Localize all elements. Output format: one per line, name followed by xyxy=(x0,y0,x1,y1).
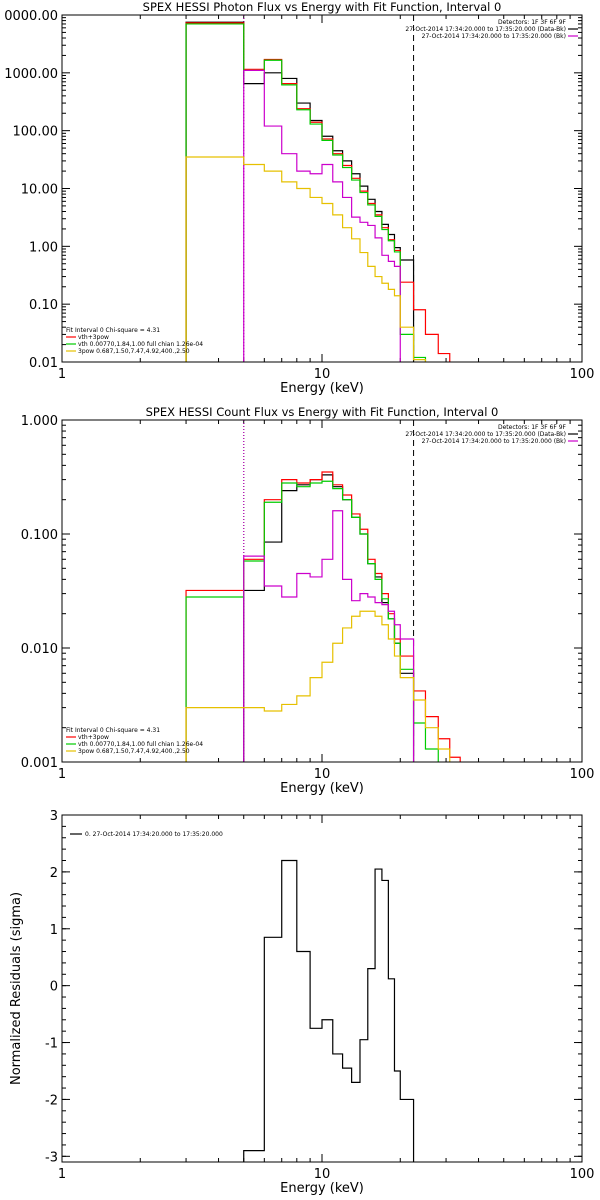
series-2-line xyxy=(185,471,461,762)
series-5-line xyxy=(185,156,427,362)
x-tick-label: 100 xyxy=(570,367,595,382)
x-tick-label: 10 xyxy=(314,367,331,382)
x-axis-label: Energy (keV) xyxy=(280,781,364,796)
series-1-line xyxy=(243,859,415,1162)
y-tick-label: 0.010 xyxy=(21,642,58,657)
plot-area xyxy=(243,859,415,1162)
x-tick-label: 1 xyxy=(58,367,66,382)
info-text: 27-Oct-2014 17:34:20.000 to 17:35:20.000… xyxy=(405,431,566,438)
y-tick-label: 10.00 xyxy=(21,183,58,198)
plot-area xyxy=(185,15,451,362)
x-axis-label: Energy (keV) xyxy=(280,381,364,396)
y-tick-label: 1.000 xyxy=(21,414,58,429)
plot-frame xyxy=(61,419,583,763)
series-4-line xyxy=(243,69,401,362)
fit-legend-text: vth+3pow xyxy=(78,734,109,741)
fit-legend-text: vth+3pow xyxy=(78,334,109,341)
fit-info-text: Fit Interval 0 Chi-square = 4.31 xyxy=(66,327,160,334)
fit-info-text: Fit Interval 0 Chi-square = 4.31 xyxy=(66,727,160,734)
legend-text: 0. 27-Oct-2014 17:34:20.000 to 17:35:20.… xyxy=(85,831,223,838)
info-text: 27-Oct-2014 17:34:20.000 to 17:35:20.000… xyxy=(422,33,566,40)
series-5-line xyxy=(185,610,451,762)
y-axis-label: Normalized Residuals (sigma) xyxy=(9,892,24,1085)
y-tick-label: 0.01 xyxy=(29,356,58,371)
y-tick-label: 1 xyxy=(50,923,58,938)
y-tick-label: 0000.00 xyxy=(4,9,58,24)
chart-panel-1: SPEX HESSI Photon Flux vs Energy with Fi… xyxy=(4,0,594,396)
x-tick-label: 10 xyxy=(314,767,331,782)
y-tick-label: 3 xyxy=(50,809,58,824)
chart-panel-2: SPEX HESSI Count Flux vs Energy with Fit… xyxy=(21,405,595,796)
chart-title: SPEX HESSI Count Flux vs Energy with Fit… xyxy=(146,405,499,419)
y-tick-label: 1000.00 xyxy=(4,67,58,82)
y-tick-label: 0.001 xyxy=(21,756,58,771)
info-text: Detectors: 1F 3F 6F 9F xyxy=(498,424,567,431)
chart-title: SPEX HESSI Photon Flux vs Energy with Fi… xyxy=(143,0,502,14)
plot-area xyxy=(185,420,461,762)
series-3-line xyxy=(185,23,427,362)
info-text: 27-Oct-2014 17:34:20.000 to 17:35:20.000… xyxy=(405,26,566,33)
plot-frame xyxy=(61,14,583,363)
x-tick-label: 1 xyxy=(58,767,66,782)
series-2-line xyxy=(185,22,451,362)
plot-frame xyxy=(61,814,583,1163)
fit-legend-text: vth 0.00770,1.84,1.00 full chian 1.26e-0… xyxy=(78,741,203,748)
fit-legend-text: 3pow 0.687,1.50,7.47,4.92,400.,2.50 xyxy=(78,348,190,355)
series-1-line xyxy=(185,21,415,362)
x-tick-label: 100 xyxy=(570,1167,595,1182)
y-tick-label: 100.00 xyxy=(13,125,59,140)
series-3-line xyxy=(185,480,439,762)
fit-legend-text: vth 0.00770,1.84,1.00 full chian 1.26e-0… xyxy=(78,341,203,348)
y-tick-label: 0.10 xyxy=(29,298,58,313)
x-axis-label: Energy (keV) xyxy=(280,1181,364,1196)
y-tick-label: 2 xyxy=(50,866,58,881)
y-tick-label: -1 xyxy=(45,1037,58,1052)
fit-legend-text: 3pow 0.687,1.50,7.47,4.92,400.,2.50 xyxy=(78,748,190,755)
info-text: 27-Oct-2014 17:34:20.000 to 17:35:20.000… xyxy=(422,438,566,445)
y-tick-label: 0 xyxy=(50,980,58,995)
x-tick-label: 1 xyxy=(58,1167,66,1182)
y-tick-label: -3 xyxy=(45,1150,58,1165)
y-tick-label: 0.100 xyxy=(21,528,58,543)
x-tick-label: 10 xyxy=(314,1167,331,1182)
info-text: Detectors: 1F 3F 6F 9F xyxy=(498,19,567,26)
y-tick-label: 1.00 xyxy=(29,240,58,255)
series-4-line xyxy=(243,510,415,762)
y-tick-label: -2 xyxy=(45,1093,58,1108)
x-tick-label: 100 xyxy=(570,767,595,782)
